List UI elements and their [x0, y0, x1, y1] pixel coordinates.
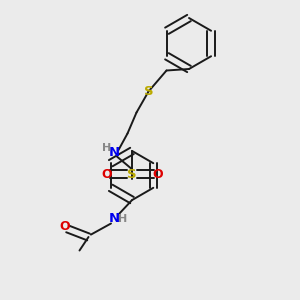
- Text: S: S: [127, 167, 137, 181]
- Text: N: N: [108, 212, 120, 226]
- Text: H: H: [118, 214, 127, 224]
- Text: H: H: [102, 142, 111, 153]
- Text: N: N: [108, 146, 120, 160]
- Text: S: S: [144, 85, 153, 98]
- Text: O: O: [59, 220, 70, 233]
- Text: O: O: [101, 167, 112, 181]
- Text: O: O: [152, 167, 163, 181]
